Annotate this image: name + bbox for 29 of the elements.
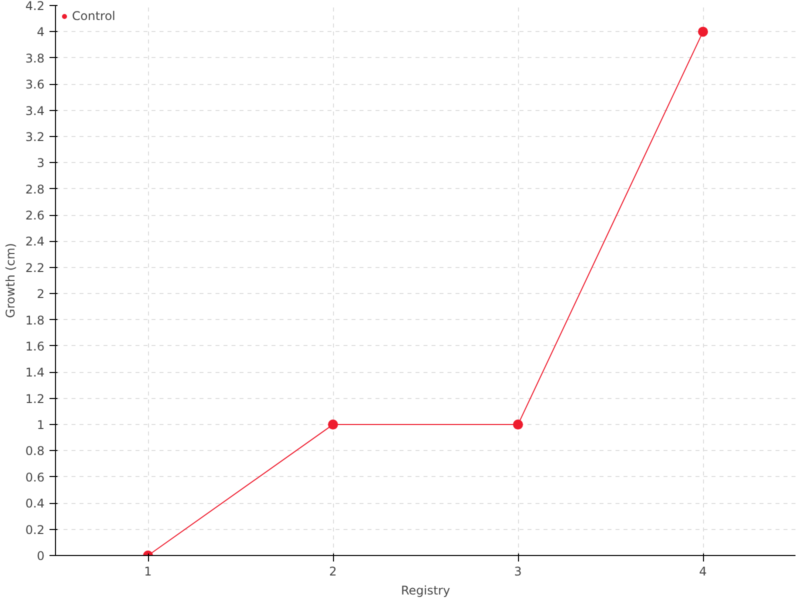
y-tick-label: 0.8 bbox=[25, 444, 45, 458]
x-tick-label: 1 bbox=[144, 564, 152, 578]
x-tick-label: 4 bbox=[699, 564, 707, 578]
y-tick-label: 0.6 bbox=[25, 470, 45, 484]
y-tick-label: 3.4 bbox=[25, 104, 45, 118]
y-tick-label: 3.6 bbox=[25, 78, 45, 92]
y-tick-label: 2.4 bbox=[25, 234, 45, 249]
y-tick-label: 0.4 bbox=[25, 496, 45, 511]
y-tick-label: 2.6 bbox=[25, 208, 45, 223]
y-tick-label: 0 bbox=[36, 549, 45, 563]
y-tick-label: 1 bbox=[36, 418, 45, 432]
y-tick-label: 1.6 bbox=[25, 339, 45, 354]
y-tick-label: 2.8 bbox=[25, 182, 45, 196]
y-tick-label: 4.2 bbox=[25, 0, 45, 13]
y-tick-label: 1.4 bbox=[25, 366, 45, 380]
x-tick-label: 2 bbox=[329, 564, 337, 578]
y-tick-label: 3.2 bbox=[25, 130, 45, 144]
y-tick-label: 4 bbox=[36, 25, 45, 40]
y-axis-title: Growth (cm) bbox=[3, 243, 18, 318]
y-tick-label: 0.2 bbox=[25, 522, 45, 537]
y-tick-label: 1.2 bbox=[25, 392, 45, 406]
y-tick-label: 2 bbox=[36, 287, 45, 302]
y-tick-label: 3 bbox=[36, 156, 45, 170]
y-tick-label: 2.2 bbox=[25, 260, 45, 275]
x-axis-title: Registry bbox=[400, 584, 450, 598]
y-tick-label: 1.8 bbox=[25, 313, 45, 328]
y-tick-label: 3.8 bbox=[25, 51, 45, 66]
legend-label: Control bbox=[72, 9, 116, 23]
x-tick-label: 3 bbox=[514, 564, 522, 578]
